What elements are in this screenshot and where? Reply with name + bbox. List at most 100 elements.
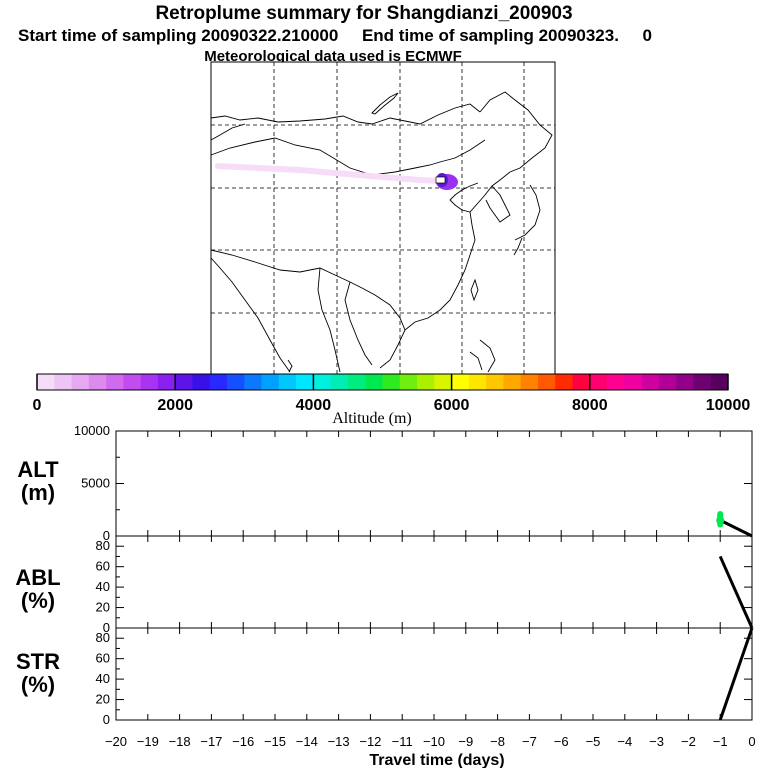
colorbar-cell [451, 374, 470, 390]
str-panel-unit: (%) [21, 672, 55, 697]
colorbar-cell [278, 374, 297, 390]
colorbar-cell [106, 374, 124, 390]
x-tick-label: −4 [617, 734, 632, 749]
str-y-tick-label: 20 [96, 692, 110, 707]
abl-series-line [718, 555, 754, 629]
colorbar-cell [624, 374, 642, 390]
x-tick-label: −19 [137, 734, 159, 749]
abl-y-tick-label: 40 [96, 579, 110, 594]
altitude-colorbar: 0 2000 4000 6000 8000 10000 Altitude (m) [33, 373, 751, 427]
colorbar-title: Altitude (m) [332, 410, 412, 427]
colorbar-cell [641, 374, 660, 390]
alt-panel: ALT (m) [17, 430, 753, 537]
x-tick-label: −3 [649, 734, 664, 749]
colorbar-tick-label: 0 [33, 397, 42, 414]
colorbar-cell [330, 374, 349, 390]
colorbar-cell [157, 374, 176, 390]
colorbar-cell [555, 374, 573, 390]
colorbar-cell [209, 374, 228, 390]
x-tick-label: −9 [458, 734, 473, 749]
str-panel: STR (%) [16, 627, 753, 721]
colorbar-cell [503, 374, 521, 390]
x-tick-label: −14 [296, 734, 318, 749]
colorbar-cell [71, 374, 90, 390]
colorbar-cell [347, 374, 366, 390]
str-panel-label: STR [16, 649, 60, 674]
x-tick-label: −18 [169, 734, 191, 749]
colorbar-cell [658, 374, 677, 390]
colorbar-cell [486, 374, 504, 390]
alt-series-line [719, 518, 753, 538]
coastlines-and-borders [210, 91, 553, 373]
colorbar-cell [417, 374, 435, 390]
colorbar-cell [123, 374, 141, 390]
release-site-marker [435, 176, 446, 184]
colorbar-cell [296, 374, 314, 390]
colorbar-cell [537, 374, 556, 390]
colorbar-tick-label: 6000 [434, 397, 470, 414]
colorbar-cell [140, 374, 159, 390]
colorbar-tick-label: 4000 [296, 397, 332, 414]
figure-title: Retroplume summary for Shangdianzi_20090… [155, 3, 572, 24]
alt-panel-label: ALT [17, 457, 59, 482]
alt-y-tick-label: 5000 [81, 476, 110, 491]
colorbar-cell [589, 374, 608, 390]
x-tick-label: −15 [264, 734, 286, 749]
sampling-times: Start time of sampling 20090322.210000 E… [18, 26, 652, 45]
met-data-line: Meteorological data used is ECMWF [204, 48, 462, 65]
colorbar-cell [192, 374, 211, 390]
colorbar-cell [710, 374, 729, 390]
str-y-tick-label: 40 [96, 671, 110, 686]
x-tick-label: −12 [359, 734, 381, 749]
x-axis-title: Travel time (days) [369, 752, 504, 768]
colorbar-cell [382, 374, 401, 390]
map-panel [210, 61, 556, 375]
alt-y-tick-label: 0 [103, 528, 110, 543]
alt-point-marker [716, 516, 725, 525]
colorbar-cell [227, 374, 245, 390]
x-tick-label: −5 [586, 734, 601, 749]
colorbar-cell [365, 374, 383, 390]
x-tick-label: −11 [392, 734, 413, 749]
str-series-line [718, 627, 754, 721]
map-gridlines [211, 62, 555, 374]
colorbar-cell [399, 374, 418, 390]
x-tick-label: −2 [681, 734, 696, 749]
abl-y-tick-label: 60 [96, 559, 110, 574]
abl-y-tick-label: 80 [96, 538, 110, 553]
colorbar-cell [261, 374, 280, 390]
colorbar-cell [54, 374, 72, 390]
colorbar-cell [37, 374, 55, 390]
colorbar-cell [607, 374, 625, 390]
x-tick-label: −13 [328, 734, 350, 749]
abl-panel: ABL (%) [15, 535, 753, 629]
colorbar-tick-label: 8000 [572, 397, 608, 414]
abl-panel-unit: (%) [21, 588, 55, 613]
x-tick-label: −20 [105, 734, 127, 749]
x-tick-label: 0 [748, 734, 755, 749]
colorbar-cell [434, 374, 452, 390]
x-tick-label: −17 [200, 734, 222, 749]
colorbar-cell [468, 374, 487, 390]
x-tick-label: −1 [713, 734, 728, 749]
str-y-tick-label: 80 [96, 630, 110, 645]
x-tick-label: −16 [232, 734, 254, 749]
colorbar-cell [313, 374, 331, 390]
colorbar-cell [175, 374, 193, 390]
colorbar-tick-label: 10000 [706, 397, 751, 414]
alt-y-tick-label: 10000 [74, 423, 110, 438]
x-tick-label: −7 [522, 734, 537, 749]
alt-panel-unit: (m) [21, 480, 55, 505]
colorbar-cell [676, 374, 694, 390]
x-tick-label: −10 [423, 734, 445, 749]
colorbar-tick-label: 2000 [157, 397, 193, 414]
abl-y-tick-label: 20 [96, 600, 110, 615]
x-tick-label: −8 [490, 734, 505, 749]
retroplume-trajectory [215, 163, 458, 190]
colorbar-cell [88, 374, 107, 390]
abl-y-tick-label: 0 [103, 620, 110, 635]
x-tick-label: −6 [554, 734, 569, 749]
colorbar-cell [693, 374, 712, 390]
abl-panel-label: ABL [15, 565, 60, 590]
